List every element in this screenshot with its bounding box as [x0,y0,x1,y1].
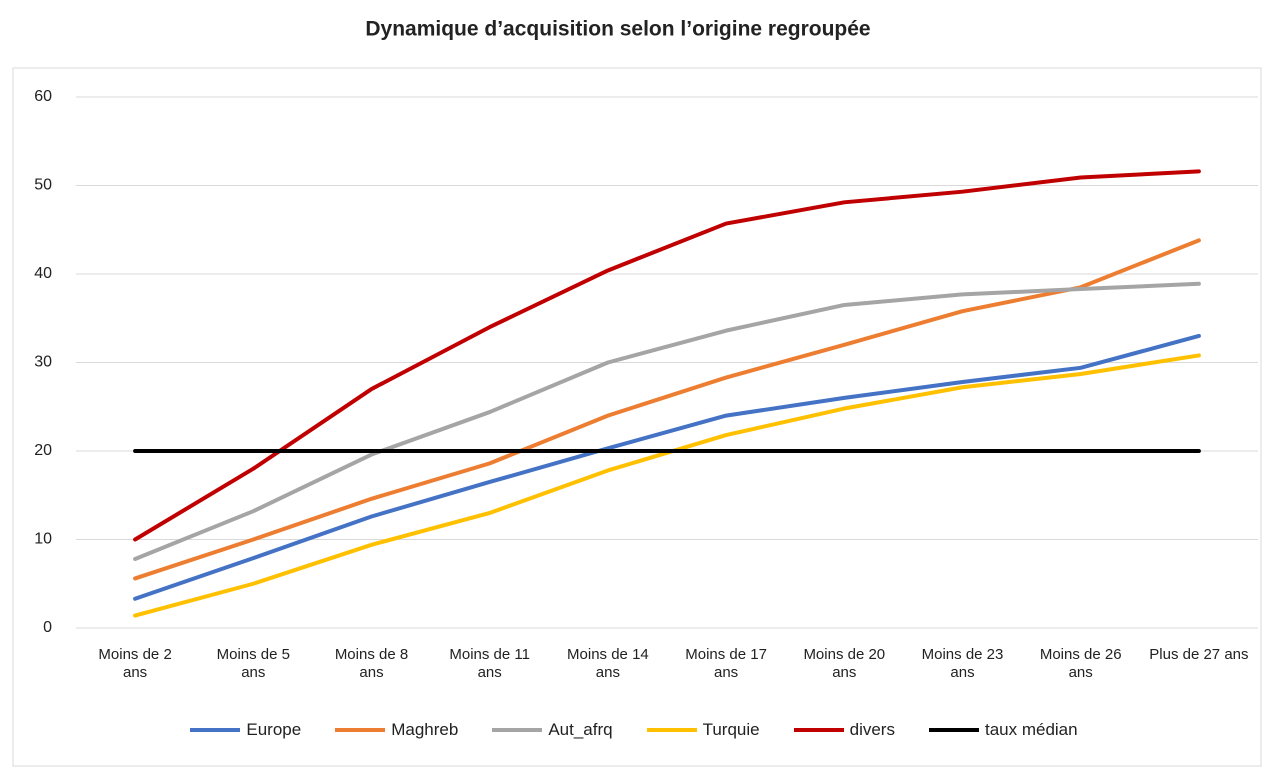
x-tick-label: Moins de 5 ans [216,646,290,681]
x-tick-label: Moins de 17 ans [685,646,767,681]
x-tick-label: Moins de 26 ans [1039,646,1122,681]
legend-swatch [335,728,386,732]
y-tick-label: 50 [34,177,52,194]
y-tick-label: 10 [34,531,52,548]
legend-label: Maghreb [391,720,459,739]
legend-label: Aut_afrq [548,720,613,739]
x-tick-label: Moins de 14 ans [567,646,649,681]
legend-label: Europe [246,720,302,739]
x-tick-label: Moins de 11 ans [449,646,530,681]
legend-swatch [646,728,697,732]
series-line [133,353,1201,618]
y-tick-label: 30 [34,354,52,371]
x-tick-label: Moins de 23 ans [921,646,1004,681]
chart-border [12,67,1262,767]
legend-label: taux médian [984,720,1078,739]
legend-label: Turquie [702,720,760,739]
series-line [133,333,1201,601]
y-tick-label: 40 [34,265,52,282]
x-tick-label: Moins de 8 ans [334,646,409,681]
y-tick-label: 0 [43,619,52,636]
legend-swatch [928,728,979,732]
legend-item: divers [793,720,895,740]
legend-swatch [190,728,241,732]
x-tick-label: Moins de 2 ans [98,646,172,681]
legend-label: divers [849,720,895,739]
x-tick-label: Moins de 20 ans [803,646,886,681]
y-tick-label: 20 [34,442,52,459]
legend: Europe Maghreb Aut_afrq Turquie divers taux m… [0,720,1268,740]
series-line [133,238,1201,581]
y-tick-label: 60 [34,88,52,105]
legend-item: Europe [190,720,301,740]
legend-item: Aut_afrq [492,720,613,740]
legend-item: taux médian [928,720,1078,740]
x-tick-label: Plus de 27 ans [1149,646,1249,663]
chart-title: Dynamique d’acquisition selon l’origine … [365,18,870,41]
series-line [133,281,1201,561]
legend-swatch [492,728,543,732]
series-line [133,169,1201,542]
legend-item: Maghreb [335,720,458,740]
legend-item: Turquie [646,720,760,740]
legend-swatch [793,728,844,732]
